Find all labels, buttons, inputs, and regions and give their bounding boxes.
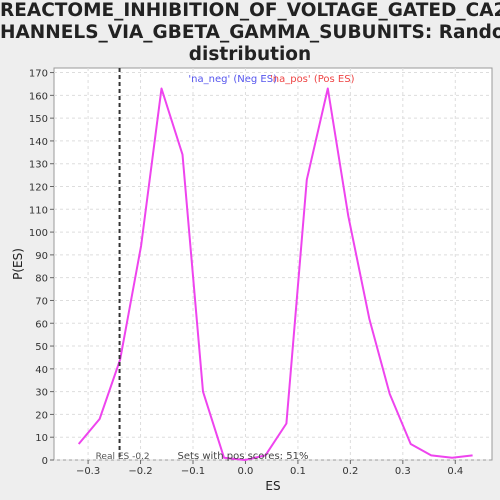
legend-pos-es: 'na_pos' (Pos ES)	[270, 74, 355, 85]
es-distribution-line	[77, 87, 473, 461]
y-axis: 0 10 20 30 40 50 60 70 80 90 100 110 120 130 140 150 160…	[29, 69, 54, 467]
x-tick-label: 0.1	[290, 466, 306, 477]
y-tick-label: 10	[35, 433, 48, 444]
y-tick-label: 20	[35, 410, 48, 421]
y-tick-label: 110	[29, 205, 48, 216]
y-tick-label: 80	[35, 274, 48, 285]
y-tick-label: 140	[29, 137, 48, 148]
x-tick-label: 0.3	[395, 466, 411, 477]
y-tick-label: 90	[35, 251, 48, 262]
chart-title-line-3: distribution	[188, 44, 312, 65]
y-tick-label: 160	[29, 91, 48, 102]
x-tick-label: 0.4	[447, 466, 463, 477]
y-tick-label: 0	[42, 456, 48, 467]
chart-title: REACTOME_INHIBITION_OF_VOLTAGE_GATED_CA2…	[0, 0, 500, 66]
plot-area	[53, 67, 493, 461]
x-tick-label: −0.2	[128, 466, 152, 477]
y-axis-label: P(ES)	[11, 248, 25, 280]
real-es-marker: Real ES -0.2	[96, 68, 150, 462]
real-es-label: Real ES -0.2	[96, 452, 150, 462]
y-tick-label: 130	[29, 160, 48, 171]
x-tick-label: −0.1	[181, 466, 205, 477]
legend-neg-es: 'na_neg' (Neg ES)	[188, 74, 277, 85]
y-tick-label: 70	[35, 296, 48, 307]
chart-title-line-1: REACTOME_INHIBITION_OF_VOLTAGE_GATED_CA2…	[0, 0, 500, 21]
y-tick-label: 50	[35, 342, 48, 353]
y-tick-label: 150	[29, 114, 48, 125]
chart-title-line-2: HANNELS_VIA_GBETA_GAMMA_SUBUNITS: Random…	[0, 22, 500, 43]
x-tick-label: −0.3	[76, 466, 100, 477]
x-tick-label: 0.2	[342, 466, 358, 477]
x-tick-label: 0.0	[238, 466, 254, 477]
pos-scores-annotation: Sets with pos scores: 51%	[178, 451, 309, 462]
y-tick-label: 40	[35, 365, 48, 376]
x-axis-label: ES	[265, 479, 280, 493]
y-tick-label: 170	[29, 69, 48, 80]
y-tick-label: 120	[29, 183, 48, 194]
x-axis: −0.3 −0.2 −0.1 0.0 0.1 0.2 0.3 0.4	[76, 460, 463, 477]
y-tick-label: 100	[29, 228, 48, 239]
y-tick-label: 60	[35, 319, 48, 330]
series-layer	[77, 87, 473, 461]
y-tick-label: 30	[35, 388, 48, 399]
